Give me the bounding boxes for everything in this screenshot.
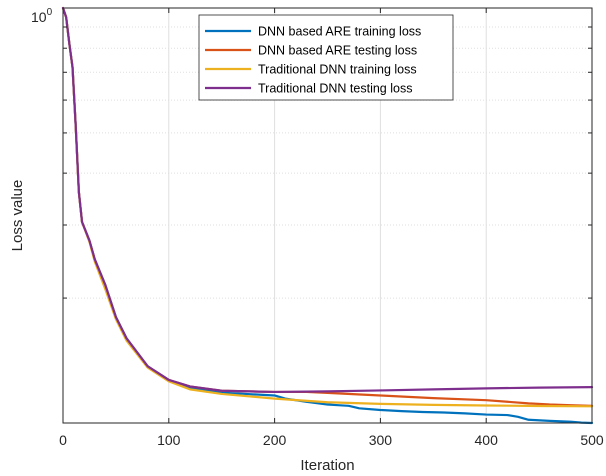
y-axis-title: Loss value <box>9 180 26 252</box>
series-line-4 <box>61 6 594 394</box>
axis-ticks <box>62 7 593 423</box>
legend-box <box>198 14 454 101</box>
y-tick-label-exponent: 0 <box>47 7 53 18</box>
legend-label-4: Traditional DNN testing loss <box>258 82 412 96</box>
y-tick-label-top: 100 <box>31 7 53 25</box>
x-tick-label: 300 <box>369 432 393 448</box>
x-tick-label: 100 <box>157 432 181 448</box>
legend: DNN based ARE training loss DNN based ARE… <box>198 14 454 101</box>
legend-label-2: DNN based ARE testing loss <box>258 44 417 58</box>
plot-frame <box>62 7 593 424</box>
legend-label-3: Traditional DNN training loss <box>258 63 417 77</box>
x-tick-label: 400 <box>475 432 499 448</box>
series-layer <box>61 6 594 425</box>
x-tick-labels: 0 100 200 300 400 500 <box>59 432 604 448</box>
legend-label-1: DNN based ARE training loss <box>258 25 421 39</box>
y-tick-label-base: 10 <box>31 9 47 25</box>
x-axis-title: Iteration <box>300 457 354 474</box>
x-tick-label: 200 <box>263 432 287 448</box>
x-tick-label: 0 <box>59 432 67 448</box>
x-tick-label: 500 <box>580 432 604 448</box>
